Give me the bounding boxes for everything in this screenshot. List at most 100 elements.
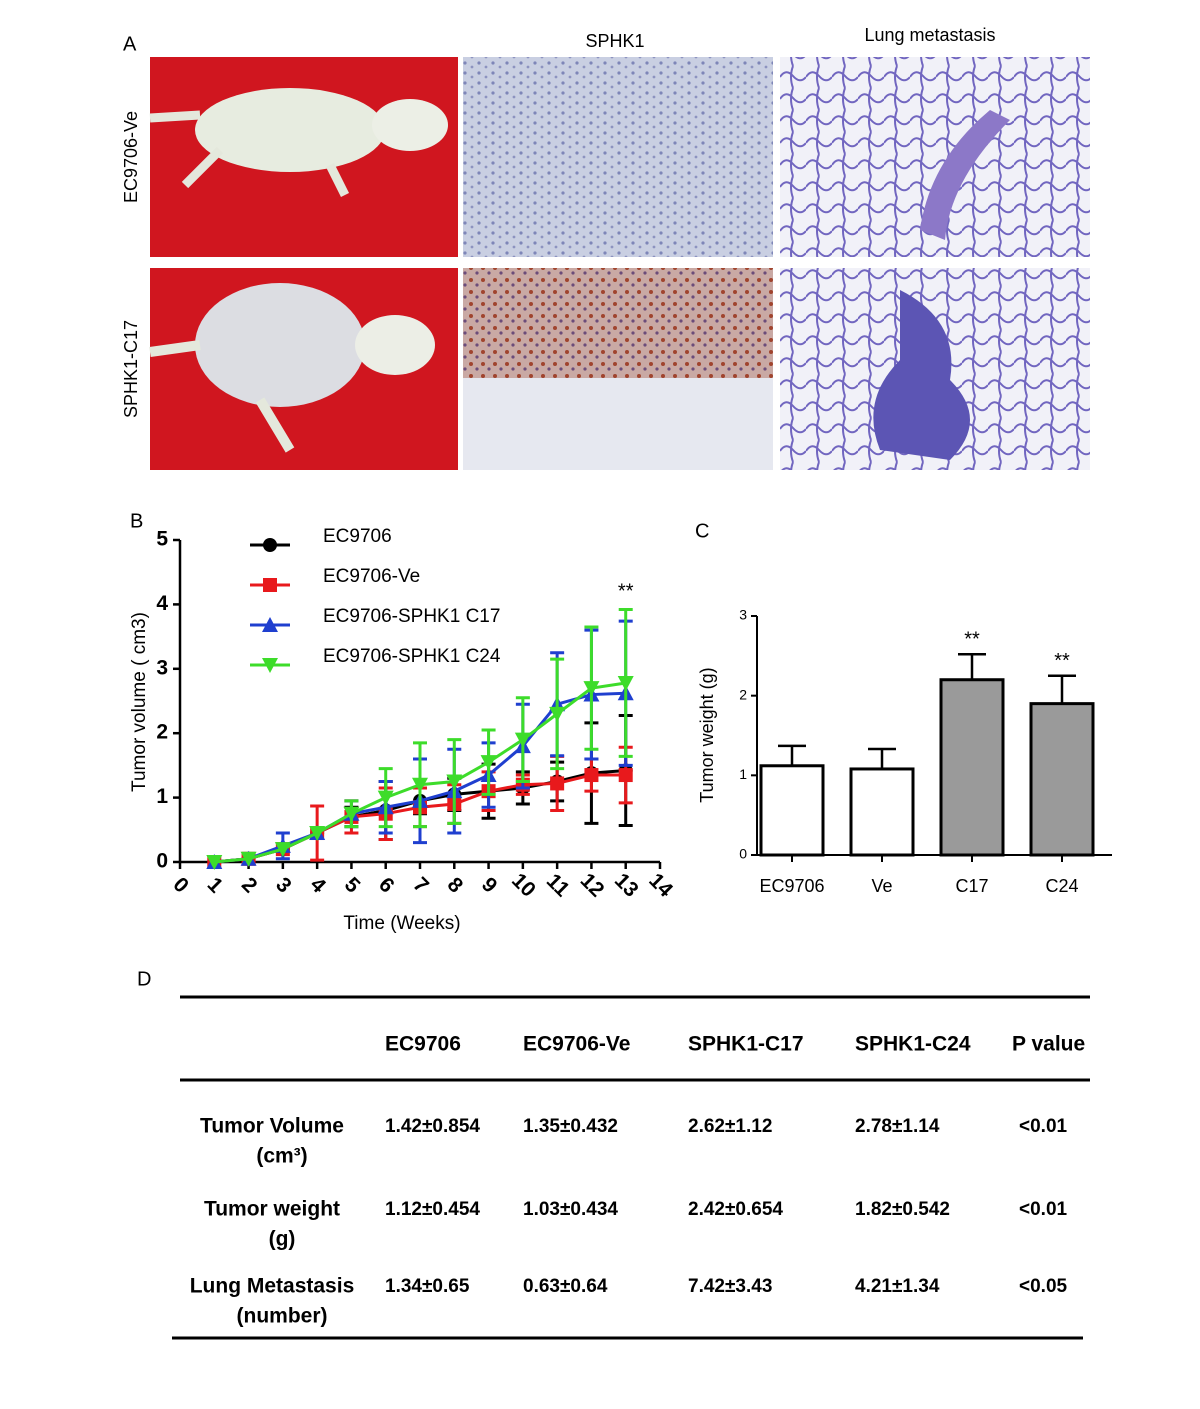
error-bar	[958, 652, 986, 680]
legend-label: EC9706-SPHK1 C24	[323, 646, 501, 667]
x-tick-label: 5	[340, 873, 365, 898]
tissue	[873, 290, 970, 460]
marker	[549, 706, 566, 722]
marker	[514, 732, 531, 748]
error-bar	[868, 747, 896, 769]
y-tick-label: 0	[156, 850, 168, 873]
marker	[480, 755, 497, 771]
panel-label: B	[130, 510, 143, 532]
table-cell: 1.34±0.65	[385, 1276, 470, 1297]
table-cell: 4.21±1.34	[855, 1276, 940, 1297]
row-label: (g)	[269, 1228, 296, 1251]
row-label: (cm³)	[256, 1145, 307, 1168]
x-tick-label: 0	[168, 873, 193, 898]
x-tick-label: Ve	[871, 876, 892, 896]
marker	[262, 658, 278, 673]
column-header: EC9706	[385, 1033, 461, 1056]
marker	[618, 768, 633, 783]
table-cell: 2.78±1.14	[855, 1116, 940, 1137]
row-label: SPHK1-C17	[121, 320, 141, 418]
y-tick-label: 4	[156, 592, 168, 615]
table-cell: <0.01	[1019, 1199, 1068, 1220]
annotation: **	[618, 580, 634, 602]
marker	[412, 777, 428, 793]
mouse	[355, 315, 435, 375]
bar	[1029, 702, 1095, 857]
table-cell: 1.12±0.454	[385, 1199, 480, 1220]
annotation: **	[1054, 650, 1070, 672]
legend-label: EC9706	[323, 526, 392, 547]
legend-label: EC9706-Ve	[323, 566, 420, 587]
column-header: P value	[1012, 1033, 1085, 1056]
marker	[446, 774, 463, 790]
table-cell: 2.62±1.12	[688, 1116, 772, 1137]
marker	[309, 826, 326, 842]
row-label: Tumor Volume	[200, 1115, 344, 1138]
table-cell: <0.05	[1019, 1276, 1068, 1297]
x-tick-label: 3	[271, 873, 296, 898]
y-tick-label: 1	[739, 766, 747, 782]
table-cell: 0.63±0.64	[523, 1276, 608, 1297]
y-tick-label: 1	[156, 785, 168, 808]
x-tick-label: 7	[408, 873, 433, 898]
mouse	[372, 99, 448, 151]
column-label: Lung metastasis	[864, 25, 995, 45]
panel-label: D	[137, 968, 151, 990]
column-header: EC9706-Ve	[523, 1033, 630, 1056]
mouse	[149, 340, 295, 453]
row-label: EC9706-Ve	[121, 111, 141, 203]
marker	[617, 675, 634, 691]
x-tick-label: 9	[477, 873, 502, 898]
table-cell: 1.03±0.434	[523, 1199, 618, 1220]
x-tick-label: 8	[443, 873, 468, 898]
x-tick-label: 10	[507, 869, 540, 902]
photo-grid	[149, 57, 1090, 470]
marker	[583, 681, 600, 697]
x-tick-label: C24	[1045, 876, 1078, 896]
y-tick-label: 3	[156, 656, 168, 679]
table-cell: <0.01	[1019, 1116, 1068, 1137]
mouse	[195, 283, 365, 407]
x-tick-label: 12	[576, 869, 609, 902]
error-bar	[1048, 674, 1076, 704]
bar	[849, 767, 915, 857]
x-tick-label: 2	[237, 873, 262, 898]
mouse	[149, 110, 350, 198]
row-label: Lung Metastasis	[190, 1275, 355, 1298]
annotation: **	[964, 629, 980, 651]
marker	[584, 768, 599, 783]
table-cell: 1.35±0.432	[523, 1116, 618, 1137]
panel-label: C	[695, 520, 709, 542]
marker	[263, 538, 277, 552]
x-tick-label: C17	[955, 876, 988, 896]
x-tick-label: EC9706	[759, 876, 824, 896]
y-axis-label: Tumor weight (g)	[697, 667, 717, 802]
y-axis-label: Tumor volume ( cm3)	[129, 612, 150, 792]
x-tick-label: 14	[644, 869, 677, 902]
table-cell: 2.42±0.654	[688, 1199, 783, 1220]
marker	[262, 617, 278, 632]
y-tick-label: 0	[739, 846, 747, 862]
column-header: SPHK1-C24	[855, 1033, 971, 1056]
table-cell: 7.42±3.43	[688, 1276, 772, 1297]
marker	[377, 790, 394, 806]
marker	[343, 806, 360, 822]
marker	[550, 776, 565, 791]
x-tick-label: 11	[542, 869, 574, 901]
tissue	[463, 268, 773, 378]
row-label: Tumor weight	[204, 1198, 340, 1221]
column-label: SPHK1	[585, 31, 644, 51]
bar	[939, 678, 1005, 857]
x-tick-label: 4	[306, 873, 331, 898]
marker	[274, 842, 291, 858]
x-tick-label: 13	[610, 869, 643, 902]
mouse	[195, 88, 385, 172]
y-tick-label: 3	[739, 607, 747, 623]
table-cell: 1.82±0.542	[855, 1199, 950, 1220]
marker	[240, 851, 257, 867]
y-tick-label: 5	[156, 528, 168, 551]
x-tick-label: 6	[374, 873, 399, 898]
column-header: SPHK1-C17	[688, 1033, 804, 1056]
y-tick-label: 2	[156, 721, 168, 744]
